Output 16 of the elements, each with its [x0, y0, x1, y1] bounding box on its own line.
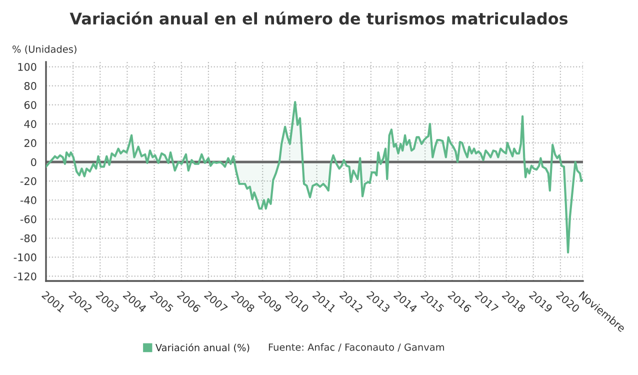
y-tick-label: 0 — [31, 158, 36, 166]
y-tick-label: 20 — [24, 139, 36, 148]
y-axis-title: % (Unidades) — [12, 45, 76, 54]
y-tick-label: -100 — [14, 253, 36, 262]
y-tick-label: -60 — [20, 215, 36, 224]
y-tick-label: -120 — [14, 272, 36, 280]
y-tick-label: 40 — [24, 120, 36, 128]
y-tick-label: -40 — [20, 196, 36, 204]
source-note: Fuente: Anfac / Faconauto / Ganvam — [268, 343, 444, 352]
y-tick-label: 100 — [18, 62, 36, 71]
chart-title: Variación anual en el número de turismos matriculados — [70, 12, 568, 25]
y-tick-label: -20 — [20, 177, 36, 186]
y-tick-label: 80 — [24, 82, 36, 90]
y-tick-label: -80 — [20, 234, 36, 242]
legend-label: Variación anual (%) — [155, 343, 250, 352]
y-tick-label: 60 — [24, 101, 36, 109]
